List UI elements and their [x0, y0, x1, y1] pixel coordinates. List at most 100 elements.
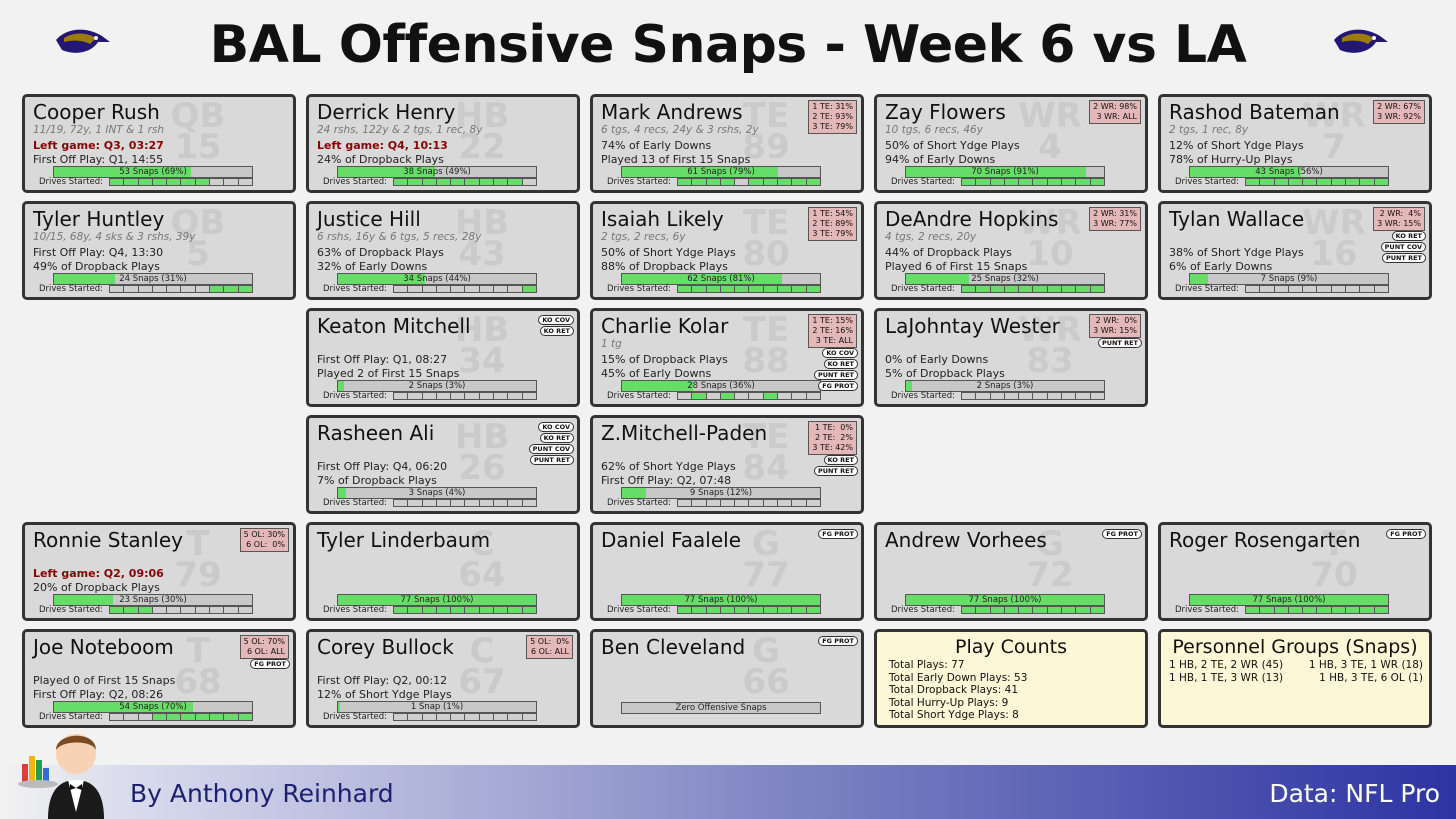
drives-label: Drives Started:: [1175, 177, 1240, 187]
position-label: G: [752, 631, 780, 671]
drive-cell: [1288, 179, 1304, 185]
snap-bar-fill: [54, 702, 193, 712]
snap-bar-fill: [54, 595, 114, 605]
drive-cell: [451, 714, 466, 720]
stat-line: 10/15, 68y, 4 sks & 3 rshs, 39y: [33, 231, 196, 243]
player-card: TE 84 Z.Mitchell-Paden 62% of Short Ydge Pl…: [590, 415, 864, 514]
special-teams-tag: PUNT COV: [1380, 242, 1426, 252]
drives-track: [1245, 178, 1389, 186]
drive-cell: [238, 286, 252, 292]
drives-track: [961, 606, 1105, 614]
personnel-stats: 2 WR: 0% 3 WR: 15%: [1089, 314, 1141, 338]
drive-cell: [494, 179, 509, 185]
player-card: T 68 Joe Noteboom Played 0 of First 15 Snap…: [22, 629, 296, 728]
drive-cell: [1303, 179, 1318, 185]
drive-cell: [479, 179, 495, 185]
drive-cell: [1019, 393, 1034, 399]
position-watermark: T 70: [1299, 527, 1369, 592]
drive-cell: [763, 607, 779, 613]
snap-bar-fill: [338, 595, 536, 605]
player-name: Isaiah Likely: [601, 207, 724, 231]
position-watermark: TE 80: [731, 206, 801, 271]
special-teams-tags: KO COV KO RET: [538, 315, 574, 336]
player-name: Rasheen Ali: [317, 421, 435, 445]
player-name: Ben Cleveland: [601, 635, 746, 659]
special-teams-tags: PUNT RET: [1097, 338, 1142, 348]
drive-cell: [678, 607, 693, 613]
info-line: 88% of Dropback Plays: [601, 260, 728, 273]
special-teams-tags: KO RET PUNT COV PUNT RET: [1380, 231, 1426, 263]
snap-count: 24 Snaps (31%): [119, 274, 187, 284]
snap-bar: 9 Snaps (12%): [621, 487, 821, 499]
personnel-stats: 5 OL: 0% 6 OL: ALL: [526, 635, 573, 659]
special-teams-tag: FG PROT: [818, 529, 858, 539]
drive-cell: [479, 286, 495, 292]
drive-cell: [792, 500, 807, 506]
drive-cell: [181, 607, 196, 613]
info-line: 50% of Short Ydge Plays: [601, 246, 736, 259]
stat-line: 10 tgs, 6 recs, 46y: [885, 124, 983, 136]
player-card: TE 80 Isaiah Likely 2 tgs, 2 recs, 6y 50% of…: [590, 201, 864, 300]
jersey-number: 77: [742, 555, 790, 595]
snap-bar-fill: [54, 274, 116, 284]
snap-bar: 77 Snaps (100%): [621, 594, 821, 606]
stat-line: 24 rshs, 122y & 2 tgs, 1 rec, 8y: [317, 124, 483, 136]
snap-count: 77 Snaps (100%): [968, 595, 1042, 605]
drive-cell: [508, 500, 523, 506]
personnel-title: Personnel Groups (Snaps): [1172, 636, 1418, 658]
drive-cell: [394, 179, 409, 185]
drive-cell: [1374, 179, 1388, 185]
info-line: 94% of Early Downs: [885, 153, 996, 166]
drive-cell: [1274, 179, 1289, 185]
drives-track: [109, 285, 253, 293]
special-teams-tag: FG PROT: [250, 659, 290, 669]
personnel-stats: 1 TE: 54% 2 TE: 89% 3 TE: 79%: [808, 207, 857, 241]
drive-cell: [1019, 607, 1034, 613]
drive-cell: [195, 714, 211, 720]
drive-cell: [763, 393, 779, 399]
info-line: 0% of Early Downs: [885, 353, 989, 366]
drive-cell: [508, 714, 523, 720]
drives-label: Drives Started:: [39, 284, 104, 294]
position-label: G: [752, 524, 780, 564]
snap-bar: 25 Snaps (32%): [905, 273, 1105, 285]
drive-cell: [408, 607, 423, 613]
drives-label: Drives Started:: [323, 605, 388, 615]
info-line: 38% of Short Ydge Plays: [1169, 246, 1304, 259]
drive-cell: [692, 286, 707, 292]
personnel-row: 1 HB, 3 TE, 1 WR (18): [1308, 659, 1423, 671]
stat-line: 4 tgs, 2 recs, 20y: [885, 231, 977, 243]
position-watermark: T 68: [163, 634, 233, 699]
jersey-number: 16: [1310, 234, 1358, 274]
special-teams-tag: KO COV: [822, 348, 858, 358]
position-watermark: G 77: [731, 524, 801, 595]
drive-cell: [749, 179, 764, 185]
drives-track: [393, 606, 537, 614]
drive-cell: [451, 500, 466, 506]
drives-label: Drives Started:: [323, 284, 388, 294]
play-counts-panel: Play Counts Total Plays: 77 Total Early …: [874, 629, 1148, 728]
stat-line: 1 tg: [601, 338, 622, 350]
position-watermark: HB 43: [447, 206, 517, 271]
drive-cell: [1346, 179, 1361, 185]
drive-cell: [1360, 607, 1375, 613]
drives-track: [961, 285, 1105, 293]
drive-cell: [1317, 286, 1332, 292]
drive-cell: [749, 393, 764, 399]
jersey-number: 66: [742, 662, 790, 702]
personnel-stats: 2 WR: 4% 3 WR: 15%: [1373, 207, 1425, 231]
position-watermark: TE 89: [731, 99, 801, 164]
player-name: Z.Mitchell-Paden: [601, 421, 768, 445]
drives-track: [393, 285, 537, 293]
drive-cell: [778, 179, 793, 185]
drive-cell: [436, 286, 452, 292]
drive-cell: [1047, 607, 1063, 613]
jersey-number: 88: [742, 341, 790, 381]
player-card: G 66 Ben Cleveland Zero Offensive Snaps FG P…: [590, 629, 864, 728]
snap-count: 38 Snaps (49%): [403, 167, 471, 177]
info-line: Played 2 of First 15 Snaps: [317, 367, 460, 380]
drive-cell: [436, 607, 452, 613]
personnel-stats: 2 WR: 98% 3 WR: ALL: [1089, 100, 1141, 124]
drive-cell: [494, 286, 509, 292]
personnel-stats: 1 TE: 31% 2 TE: 93% 3 TE: 79%: [808, 100, 857, 134]
